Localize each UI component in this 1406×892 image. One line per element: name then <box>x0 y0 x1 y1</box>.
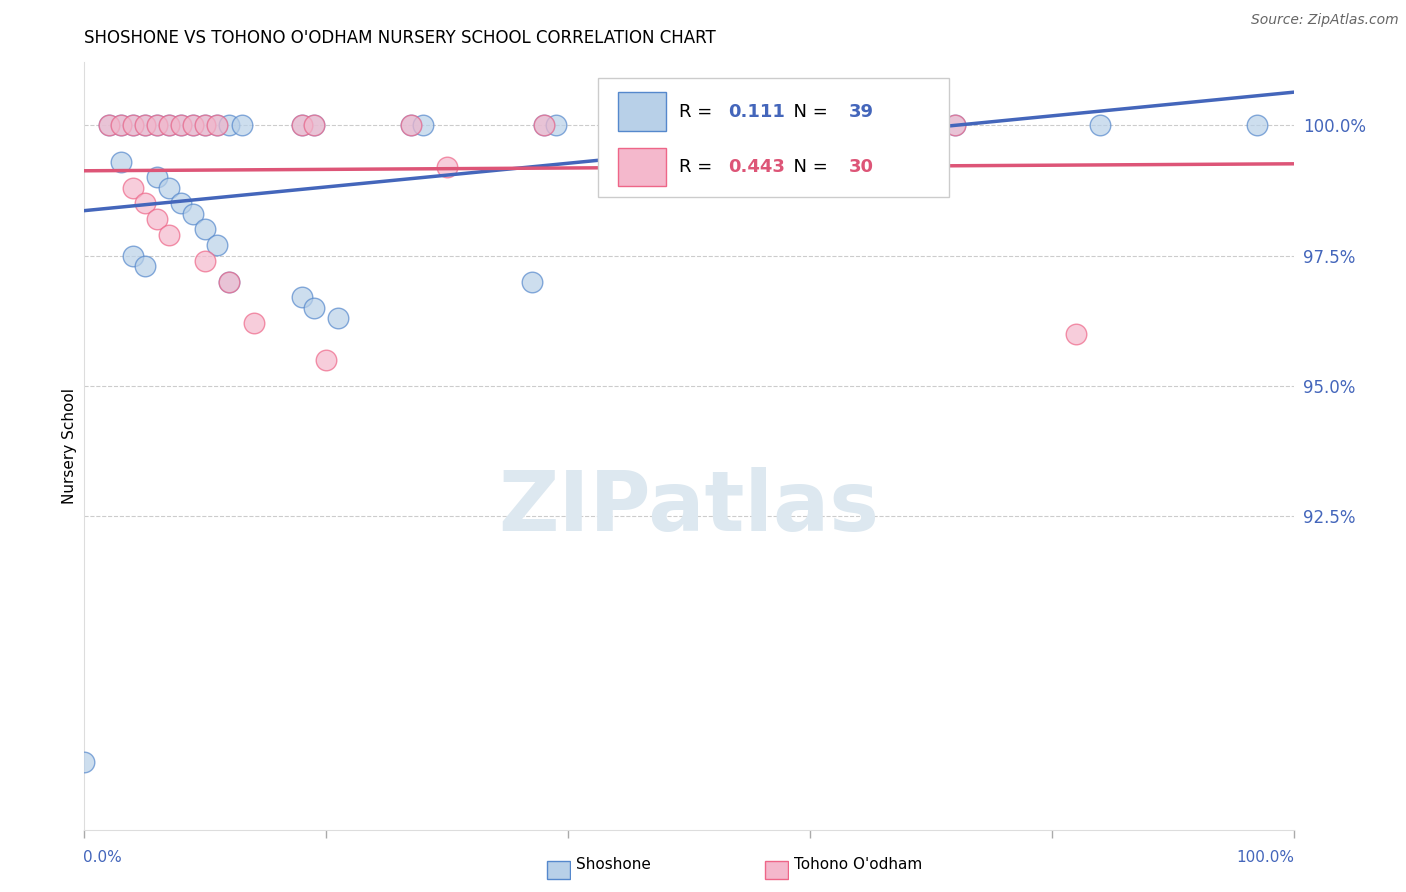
Point <box>218 275 240 289</box>
Point <box>533 118 555 132</box>
Text: 39: 39 <box>849 103 873 120</box>
Point <box>859 118 882 132</box>
Point <box>170 118 193 132</box>
Text: 0.443: 0.443 <box>728 158 785 177</box>
Point <box>714 118 737 132</box>
Point <box>872 118 894 132</box>
Point <box>170 196 193 211</box>
Bar <box>547 862 569 880</box>
Point <box>110 118 132 132</box>
Point <box>207 238 229 252</box>
Text: 100.0%: 100.0% <box>1237 850 1295 865</box>
Text: R =: R = <box>679 158 718 177</box>
Point <box>302 118 325 132</box>
Point <box>218 275 240 289</box>
Point <box>291 118 314 132</box>
Point <box>883 118 905 132</box>
Point <box>73 755 96 769</box>
Point <box>146 212 169 227</box>
Point <box>194 222 217 236</box>
Point <box>194 253 217 268</box>
Bar <box>765 862 787 880</box>
Point <box>291 118 314 132</box>
Point <box>181 207 204 221</box>
Point <box>436 160 458 174</box>
Point <box>121 118 143 132</box>
Point <box>194 118 217 132</box>
Point <box>121 118 143 132</box>
Point <box>302 118 325 132</box>
Point <box>533 118 555 132</box>
Text: SHOSHONE VS TOHONO O'ODHAM NURSERY SCHOOL CORRELATION CHART: SHOSHONE VS TOHONO O'ODHAM NURSERY SCHOO… <box>84 29 716 47</box>
Point <box>134 118 156 132</box>
Point <box>218 118 240 132</box>
Point <box>302 301 325 315</box>
Text: Tohono O'odham: Tohono O'odham <box>794 857 922 872</box>
Point <box>399 118 422 132</box>
Point <box>97 118 120 132</box>
Point <box>207 118 229 132</box>
Text: Shoshone: Shoshone <box>576 857 651 872</box>
Point <box>1246 118 1268 132</box>
Point <box>157 227 180 242</box>
Point <box>134 118 156 132</box>
Text: N =: N = <box>782 103 834 120</box>
Point <box>291 290 314 304</box>
Point <box>194 118 217 132</box>
Point <box>328 311 350 326</box>
Point <box>110 118 132 132</box>
FancyBboxPatch shape <box>617 148 666 186</box>
Point <box>157 118 180 132</box>
FancyBboxPatch shape <box>617 93 666 131</box>
Point <box>242 317 264 331</box>
Point <box>943 118 966 132</box>
Point <box>146 170 169 185</box>
Point <box>725 118 748 132</box>
Point <box>943 118 966 132</box>
Point <box>121 180 143 194</box>
Point <box>157 180 180 194</box>
Point <box>399 118 422 132</box>
Point <box>872 118 894 132</box>
Point <box>544 118 567 132</box>
Text: 0.0%: 0.0% <box>83 850 122 865</box>
Point <box>181 118 204 132</box>
Text: 30: 30 <box>849 158 873 177</box>
Point <box>146 118 169 132</box>
Point <box>207 118 229 132</box>
Point <box>231 118 253 132</box>
Text: Source: ZipAtlas.com: Source: ZipAtlas.com <box>1251 13 1399 28</box>
Point <box>520 275 543 289</box>
Point <box>134 196 156 211</box>
Text: N =: N = <box>782 158 834 177</box>
Text: 0.111: 0.111 <box>728 103 785 120</box>
Point <box>412 118 434 132</box>
Point <box>1064 326 1087 341</box>
Point <box>146 118 169 132</box>
Point <box>859 118 882 132</box>
Point <box>134 259 156 273</box>
Point <box>1088 118 1111 132</box>
Text: ZIPatlas: ZIPatlas <box>499 467 879 548</box>
Point <box>97 118 120 132</box>
Point <box>121 248 143 262</box>
Point <box>110 154 132 169</box>
Point <box>315 352 337 367</box>
FancyBboxPatch shape <box>599 78 949 197</box>
Point <box>157 118 180 132</box>
Text: R =: R = <box>679 103 718 120</box>
Point <box>714 118 737 132</box>
Point <box>170 118 193 132</box>
Point <box>181 118 204 132</box>
Y-axis label: Nursery School: Nursery School <box>62 388 77 504</box>
